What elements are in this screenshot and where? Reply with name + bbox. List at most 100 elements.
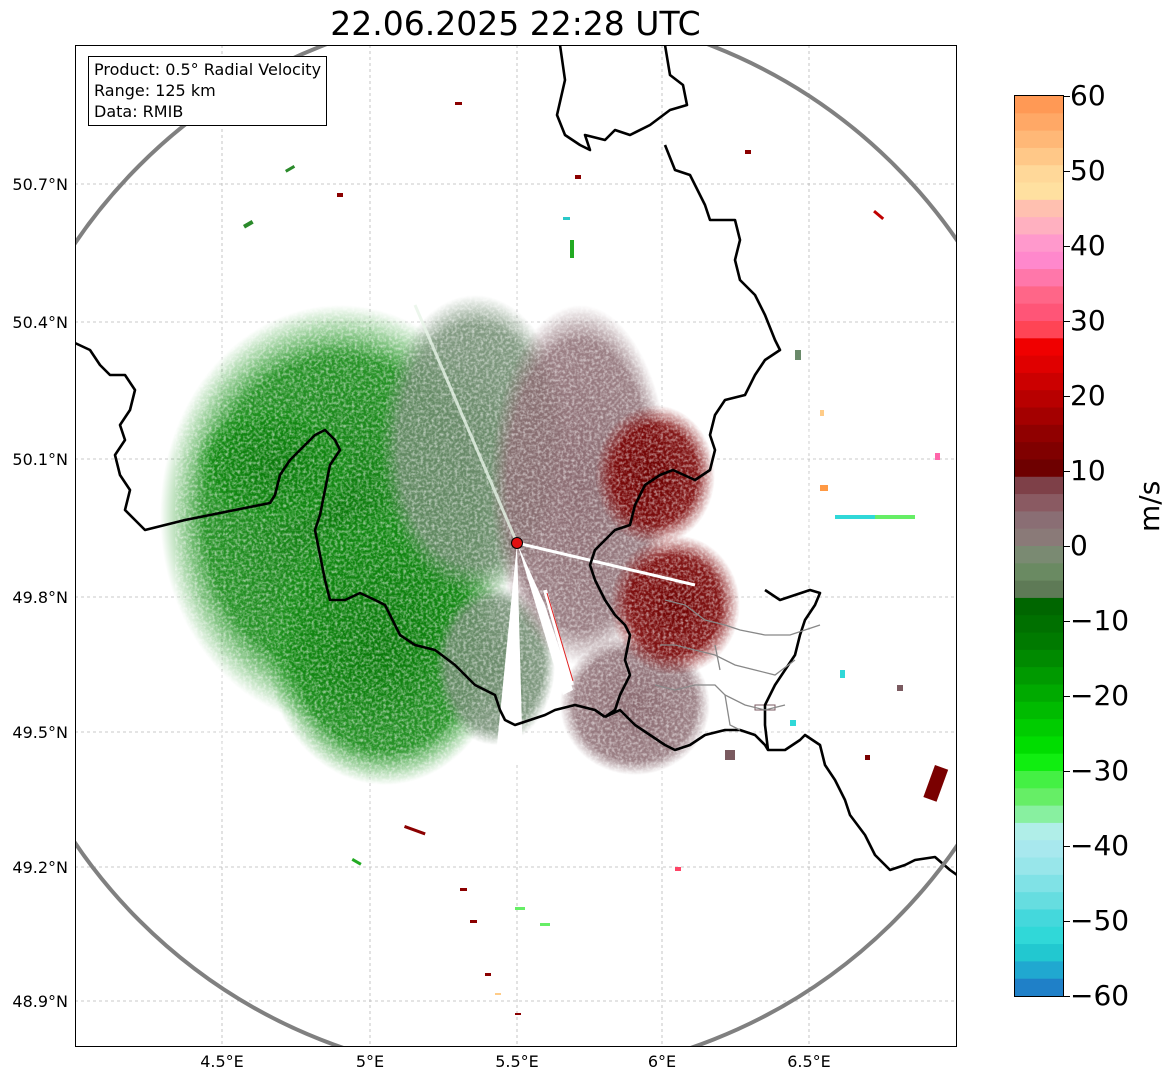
lat-label: 50.7°N <box>12 175 68 194</box>
border-germany-luxembourg-west <box>555 45 689 152</box>
colorbar-tick <box>1064 396 1070 397</box>
border-luxembourg-germany-east <box>763 588 822 751</box>
colorbar-band <box>1015 442 1063 460</box>
colorbar-band <box>1015 390 1063 409</box>
colorbar-tick <box>1064 996 1070 997</box>
radar-map <box>75 45 957 1047</box>
country-borders <box>75 45 957 877</box>
scattered-echoes <box>243 102 949 1015</box>
colorbar-band <box>1015 494 1063 512</box>
lat-label: 49.5°N <box>12 723 68 742</box>
colorbar-tick-label: 60 <box>1070 79 1106 112</box>
colorbar-tick <box>1064 96 1070 97</box>
colorbar-band <box>1015 511 1063 530</box>
colorbar-tick-label: 30 <box>1070 304 1106 337</box>
velocity-echoes <box>160 265 815 825</box>
colorbar-tick <box>1064 921 1070 922</box>
colorbar-tick-label: −20 <box>1070 679 1130 712</box>
colorbar-tick-label: −50 <box>1070 904 1130 937</box>
lat-label: 50.1°N <box>12 450 68 469</box>
colorbar-tick-label: 10 <box>1070 454 1106 487</box>
product-info-box: Product: 0.5° Radial Velocity Range: 125… <box>88 56 328 126</box>
colorbar-band <box>1015 476 1063 495</box>
colorbar-band <box>1015 632 1063 651</box>
product-text: Product: 0.5° Radial Velocity <box>94 60 322 79</box>
velocity-colorbar <box>1014 95 1064 997</box>
colorbar-band <box>1015 892 1063 910</box>
colorbar-band <box>1015 182 1063 201</box>
colorbar-tick <box>1064 246 1070 247</box>
colorbar-tick <box>1064 321 1070 322</box>
colorbar-band <box>1015 338 1063 357</box>
colorbar-tick <box>1064 171 1070 172</box>
colorbar-band <box>1015 822 1063 841</box>
colorbar-band <box>1015 753 1063 772</box>
colorbar-band <box>1015 857 1063 876</box>
lon-label: 5°E <box>355 1052 385 1071</box>
border-belgium-germany <box>588 144 782 719</box>
colorbar-band <box>1015 355 1063 374</box>
colorbar-band <box>1015 736 1063 755</box>
colorbar-band <box>1015 321 1063 339</box>
lat-label: 49.8°N <box>12 588 68 607</box>
colorbar-band <box>1015 788 1063 807</box>
colorbar-band <box>1015 580 1063 599</box>
colorbar-band <box>1015 199 1063 218</box>
colorbar-band <box>1015 303 1063 322</box>
colorbar-band <box>1015 805 1063 824</box>
colorbar-band <box>1015 961 1063 980</box>
lon-label: 5.5°E <box>495 1052 539 1071</box>
colorbar-unit-label: m/s <box>1133 480 1166 532</box>
lat-label: 49.2°N <box>12 858 68 877</box>
colorbar-tick-label: 50 <box>1070 154 1106 187</box>
colorbar-band <box>1015 96 1063 114</box>
colorbar-band <box>1015 874 1063 893</box>
colorbar-band <box>1015 563 1063 582</box>
border-luxembourg-france-germany <box>604 708 957 877</box>
radar-site-marker <box>511 537 523 549</box>
colorbar-band <box>1015 165 1063 184</box>
colorbar-tick <box>1064 696 1070 697</box>
border-belgium-france <box>75 341 606 727</box>
colorbar-band <box>1015 424 1063 443</box>
colorbar-band <box>1015 269 1063 287</box>
colorbar-band <box>1015 978 1063 996</box>
colorbar-band <box>1015 459 1063 478</box>
colorbar-tick-label: −10 <box>1070 604 1130 637</box>
colorbar-band <box>1015 147 1063 166</box>
colorbar-band <box>1015 719 1063 737</box>
colorbar-band <box>1015 771 1063 789</box>
colorbar-band <box>1015 597 1063 616</box>
colorbar-band <box>1015 615 1063 634</box>
data-source-text: Data: RMIB <box>94 102 184 121</box>
map-title: 22.06.2025 22:28 UTC <box>330 4 701 43</box>
colorbar-band <box>1015 909 1063 928</box>
colorbar-tick <box>1064 621 1070 622</box>
colorbar-tick-label: −30 <box>1070 754 1130 787</box>
colorbar-band <box>1015 251 1063 270</box>
colorbar-tick-label: −60 <box>1070 979 1130 1012</box>
lat-label: 48.9°N <box>12 992 68 1011</box>
colorbar-tick <box>1064 546 1070 547</box>
colorbar-band <box>1015 840 1063 859</box>
colorbar-band <box>1015 528 1063 547</box>
lat-label: 50.4°N <box>12 313 68 332</box>
region-borders <box>654 599 821 731</box>
colorbar-band <box>1015 234 1063 253</box>
colorbar-band <box>1015 286 1063 305</box>
colorbar-band <box>1015 649 1063 668</box>
lon-label: 4.5°E <box>200 1052 244 1071</box>
colorbar-band <box>1015 926 1063 945</box>
colorbar-band <box>1015 372 1063 391</box>
colorbar-band <box>1015 684 1063 703</box>
colorbar-band <box>1015 113 1063 132</box>
colorbar-band <box>1015 407 1063 426</box>
colorbar-tick-label: 40 <box>1070 229 1106 262</box>
map-frame <box>75 45 957 1047</box>
lon-label: 6.5°E <box>787 1052 831 1071</box>
colorbar-band <box>1015 546 1063 564</box>
colorbar-tick-label: 20 <box>1070 379 1106 412</box>
colorbar-band <box>1015 667 1063 685</box>
colorbar-tick <box>1064 471 1070 472</box>
range-text: Range: 125 km <box>94 81 216 100</box>
